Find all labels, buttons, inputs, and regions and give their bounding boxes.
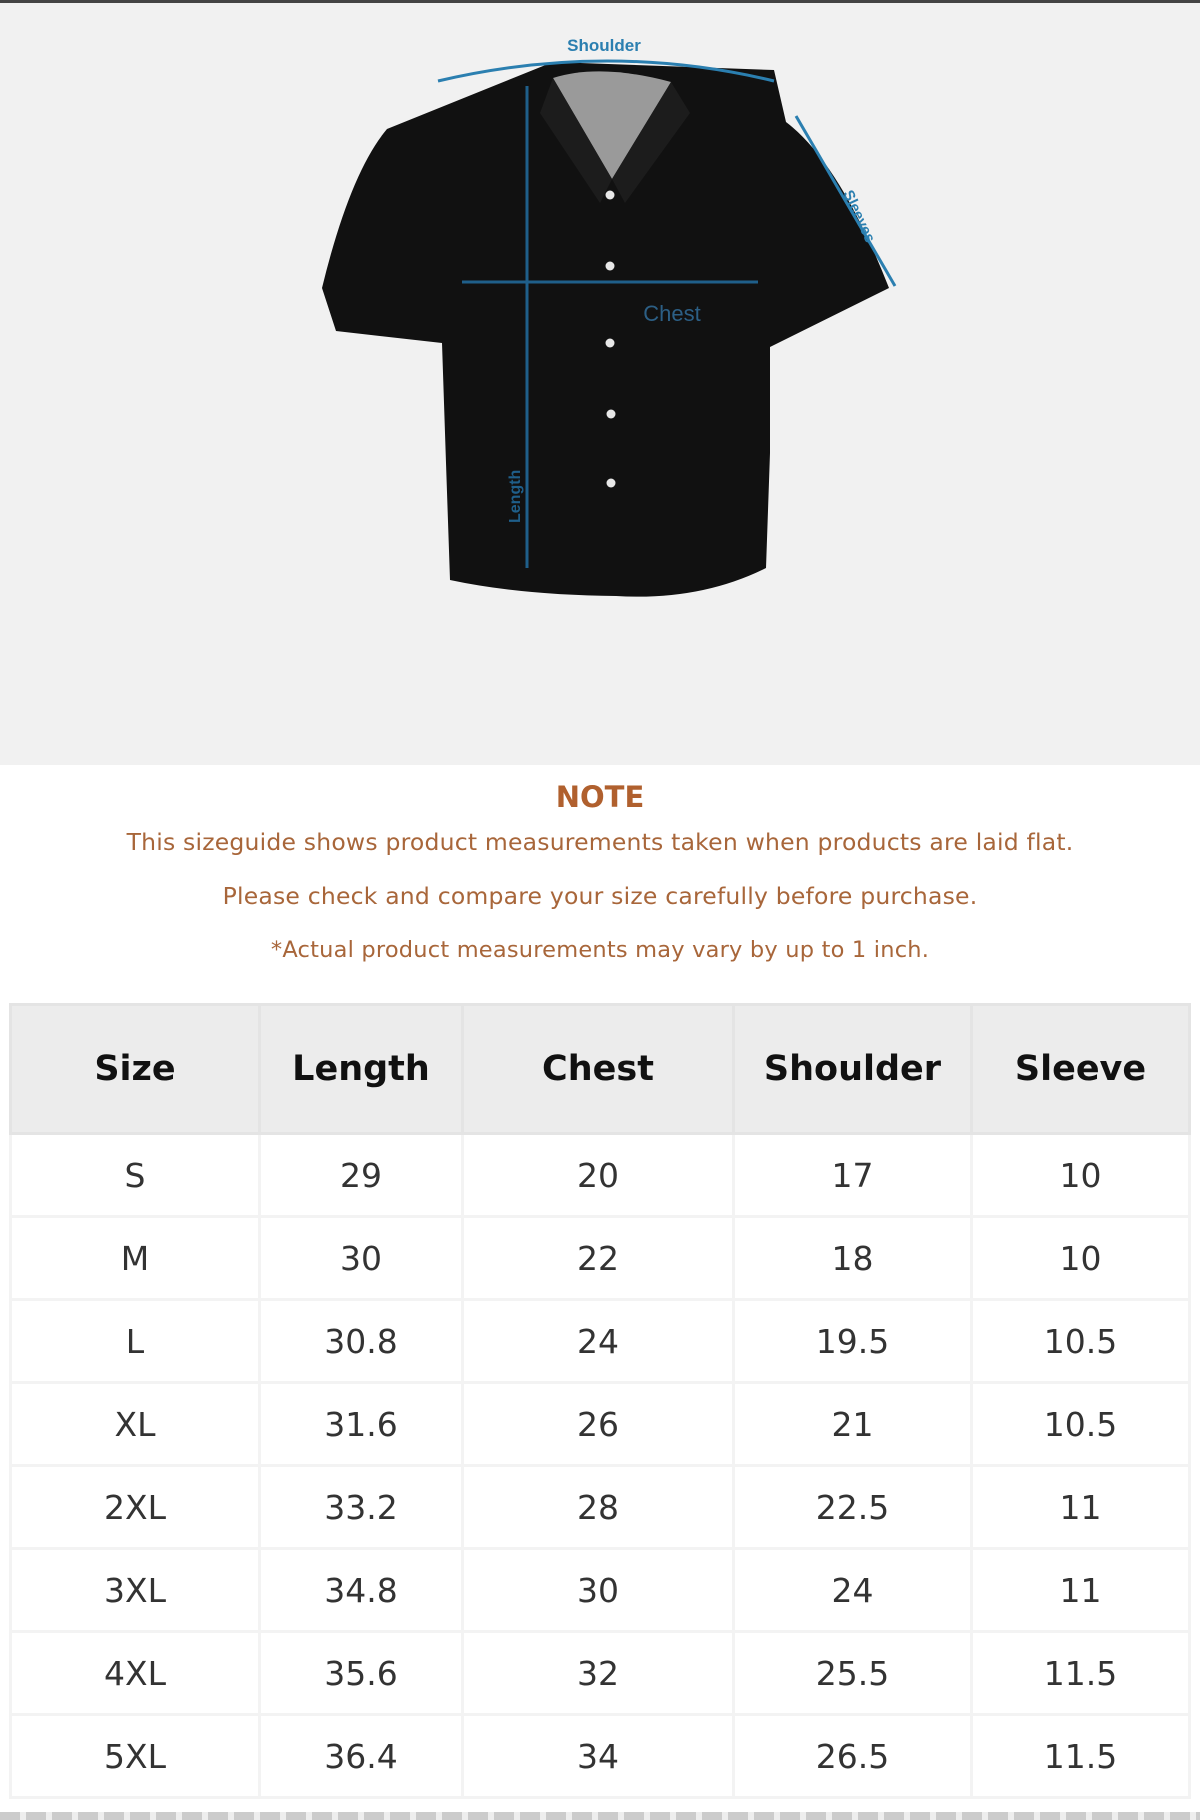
bottom-border	[0, 1812, 1200, 1820]
table-cell-sleeve: 10	[970, 1215, 1191, 1301]
table-cell-length: 34.8	[258, 1547, 464, 1633]
size-chart-table: Size Length Chest Shoulder Sleeve S 29 20 1…	[9, 1003, 1191, 1799]
table-cell-length: 36.4	[258, 1713, 464, 1799]
header-sleeve: Sleeve	[970, 1003, 1191, 1135]
table-cell-length: 29	[258, 1132, 464, 1218]
sleeve-measure-line	[794, 115, 897, 287]
table-cell-shoulder: 25.5	[732, 1630, 973, 1716]
table-cell-chest: 24	[461, 1298, 735, 1384]
table-cell-chest: 26	[461, 1381, 735, 1467]
table-cell-sleeve: 11	[970, 1464, 1191, 1550]
table-cell-shoulder: 26.5	[732, 1713, 973, 1799]
shirt-body	[322, 62, 889, 597]
table-header-row: Size Length Chest Shoulder Sleeve	[9, 1003, 1191, 1135]
table-row: 3XL 34.8 30 24 11	[9, 1547, 1191, 1633]
table-cell-chest: 34	[461, 1713, 735, 1799]
table-row: L 30.8 24 19.5 10.5	[9, 1298, 1191, 1384]
shoulder-measure-line	[437, 59, 775, 83]
table-cell-chest: 32	[461, 1630, 735, 1716]
table-cell-length: 30.8	[258, 1298, 464, 1384]
table-cell-chest: 30	[461, 1547, 735, 1633]
table-cell-length: 30	[258, 1215, 464, 1301]
header-length: Length	[258, 1003, 464, 1135]
table-cell-sleeve: 11.5	[970, 1713, 1191, 1799]
table-cell-chest: 28	[461, 1464, 735, 1550]
table-cell-shoulder: 21	[732, 1381, 973, 1467]
table-cell-length: 31.6	[258, 1381, 464, 1467]
length-label: Length	[507, 470, 524, 523]
table-row: 2XL 33.2 28 22.5 11	[9, 1464, 1191, 1550]
table-cell-length: 35.6	[258, 1630, 464, 1716]
table-cell-shoulder: 19.5	[732, 1298, 973, 1384]
header-shoulder: Shoulder	[732, 1003, 973, 1135]
note-title: NOTE	[555, 780, 645, 814]
shoulder-label: Shoulder	[567, 36, 641, 55]
table-row: S 29 20 17 10	[9, 1132, 1191, 1218]
note-line: Please check and compare your size caref…	[222, 882, 978, 910]
table-cell-size: S	[9, 1132, 261, 1218]
table-row: 5XL 36.4 34 26.5 11.5	[9, 1713, 1191, 1799]
table-cell-sleeve: 10.5	[970, 1381, 1191, 1467]
note-line: *Actual product measurements may vary by…	[270, 937, 930, 963]
table-cell-shoulder: 17	[732, 1132, 973, 1218]
shirt-buttons	[605, 190, 616, 488]
table-cell-sleeve: 11	[970, 1547, 1191, 1633]
table-cell-shoulder: 24	[732, 1547, 973, 1633]
table-row: M 30 22 18 10	[9, 1215, 1191, 1301]
table-cell-size: M	[9, 1215, 261, 1301]
table-cell-size: 5XL	[9, 1713, 261, 1799]
table-cell-sleeve: 10.5	[970, 1298, 1191, 1384]
note-line: This sizeguide shows product measurement…	[126, 828, 1074, 856]
table-row: 4XL 35.6 32 25.5 11.5	[9, 1630, 1191, 1716]
header-size: Size	[9, 1003, 261, 1135]
table-cell-chest: 20	[461, 1132, 735, 1218]
table-cell-size: 2XL	[9, 1464, 261, 1550]
table-cell-shoulder: 22.5	[732, 1464, 973, 1550]
chest-label: Chest	[643, 301, 700, 326]
table-cell-size: L	[9, 1298, 261, 1384]
shirt-measurement-diagram: Shoulder Chest Length Sleeves	[0, 0, 1200, 765]
shirt-illustration: Shoulder Chest Length Sleeves	[322, 36, 897, 597]
header-chest: Chest	[461, 1003, 735, 1135]
table-cell-size: 3XL	[9, 1547, 261, 1633]
table-cell-length: 33.2	[258, 1464, 464, 1550]
table-cell-shoulder: 18	[732, 1215, 973, 1301]
shirt-collar-inner	[553, 71, 671, 179]
table-row: XL 31.6 26 21 10.5	[9, 1381, 1191, 1467]
table-cell-size: XL	[9, 1381, 261, 1467]
table-cell-chest: 22	[461, 1215, 735, 1301]
table-cell-sleeve: 10	[970, 1132, 1191, 1218]
table-cell-size: 4XL	[9, 1630, 261, 1716]
table-cell-sleeve: 11.5	[970, 1630, 1191, 1716]
shirt-lapel	[540, 78, 690, 203]
